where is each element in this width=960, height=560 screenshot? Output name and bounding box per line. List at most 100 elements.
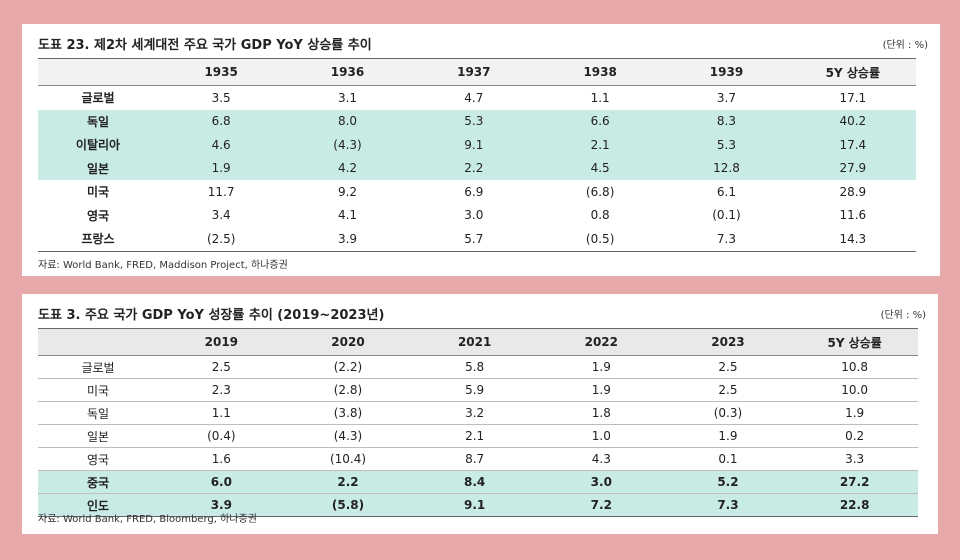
table-cell: (4.3) <box>284 424 412 448</box>
header-cell <box>38 58 158 86</box>
header-cell: 5Y 상승률 <box>791 328 918 356</box>
table-cell: 6.0 <box>158 470 285 494</box>
row-label: 미국 <box>86 185 110 200</box>
row-label: 일본 <box>38 156 158 180</box>
table-row: 인도 3.9 (5.8) 9.1 7.2 7.3 22.8 <box>38 493 918 517</box>
table-cell: 2.1 <box>536 133 664 157</box>
table-cell: (4.3) <box>284 133 411 157</box>
table-cell: 17.4 <box>789 133 916 157</box>
table-cell: 8.4 <box>411 470 538 494</box>
table2-source: 자료: World Bank, FRED, Bloomberg, 하나증권 <box>38 514 257 525</box>
table-cell: (0.1) <box>712 208 741 223</box>
table-cell: 5.2 <box>664 470 792 494</box>
gdp-recent-table: 2019 2020 2021 2022 2023 5Y 상승률 글로벌 2.5 … <box>38 328 918 517</box>
table-cell: 10.0 <box>791 378 918 402</box>
table-cell: 8.7 <box>411 447 538 471</box>
row-label: 글로벌 <box>81 91 115 106</box>
table-cell: 1.9 <box>158 156 285 180</box>
table2-unit: (단위 : %) <box>880 310 926 321</box>
table-row: 중국 6.0 2.2 8.4 3.0 5.2 27.2 <box>38 470 918 494</box>
header-cell: 1936 <box>284 58 411 86</box>
table-cell: 3.5 <box>211 90 231 105</box>
row-label: 이탈리아 <box>38 133 158 157</box>
table-row: 글로벌 2.5 (2.2) 5.8 1.9 2.5 10.8 <box>38 355 918 379</box>
table-row: 이탈리아 4.6 (4.3) 9.1 2.1 5.3 17.4 <box>38 133 916 157</box>
table-cell: (6.8) <box>585 184 615 199</box>
table1-unit: (단위 : %) <box>882 40 928 51</box>
row-label: 독일 <box>38 401 158 425</box>
row-label: 미국 <box>38 378 158 402</box>
table-cell: 2.5 <box>158 355 285 379</box>
table-cell: (0.3) <box>664 401 792 425</box>
table-cell: 1.9 <box>537 355 665 379</box>
table-cell: 5.7 <box>410 227 537 252</box>
table-cell: 2.5 <box>664 378 792 402</box>
table-cell: 3.9 <box>284 227 411 252</box>
table-cell: (3.8) <box>284 401 412 425</box>
table-cell: (2.2) <box>284 355 412 379</box>
table-cell: 3.0 <box>537 470 665 494</box>
table-cell: 4.6 <box>158 133 285 157</box>
table-cell: 17.1 <box>839 90 867 105</box>
table-cell: 3.2 <box>411 401 538 425</box>
table-cell: 14.3 <box>789 227 916 252</box>
header-cell: 1939 <box>663 58 790 86</box>
table-cell: 5.9 <box>411 378 538 402</box>
table-cell: 1.1 <box>158 401 285 425</box>
header-cell: 1937 <box>410 58 537 86</box>
row-label: 영국 <box>38 447 158 471</box>
table-row: 글로벌 3.5 3.1 4.7 1.1 3.7 17.1 <box>38 86 916 110</box>
table-cell: 7.2 <box>537 493 665 517</box>
table-cell: 7.3 <box>664 493 792 517</box>
table-cell: 4.2 <box>284 156 411 180</box>
table-cell: 2.1 <box>411 424 538 448</box>
table-cell: 8.0 <box>284 109 411 133</box>
table-cell: 5.3 <box>663 133 790 157</box>
table-cell: 7.3 <box>663 227 790 252</box>
header-cell: 2022 <box>537 328 665 356</box>
row-label: 글로벌 <box>38 355 158 379</box>
table-cell: 1.1 <box>590 90 610 105</box>
table-cell: (0.5) <box>536 227 664 252</box>
table-cell: 9.1 <box>410 133 537 157</box>
row-label: 일본 <box>38 424 158 448</box>
table-cell: 3.1 <box>337 90 358 105</box>
table-row: 일본 1.9 4.2 2.2 4.5 12.8 27.9 <box>38 156 916 180</box>
table-row: 미국 11.7 9.2 6.9 (6.8) 6.1 28.9 <box>38 180 916 204</box>
table-cell: 2.5 <box>664 355 792 379</box>
table1-title: 도표 23. 제2차 세계대전 주요 국가 GDP YoY 상승률 추이 <box>38 38 372 53</box>
table-row: 영국 3.4 4.1 3.0 0.8 (0.1) 11.6 <box>38 204 916 228</box>
row-label: 프랑스 <box>38 227 158 252</box>
table-cell: 6.6 <box>536 109 664 133</box>
header-cell: 1935 <box>158 58 285 86</box>
table2-title: 도표 3. 주요 국가 GDP YoY 성장률 추이 (2019~2023년) <box>38 308 385 323</box>
table-cell: 1.9 <box>791 401 918 425</box>
table-cell: 22.8 <box>791 493 918 517</box>
table-cell: 5.3 <box>410 109 537 133</box>
table-cell: 11.6 <box>839 208 867 223</box>
table-cell: 6.8 <box>158 109 285 133</box>
table-cell: 27.2 <box>791 470 918 494</box>
table-cell: 40.2 <box>789 109 916 133</box>
header-cell: 5Y 상승률 <box>789 58 916 86</box>
table-cell: 4.7 <box>464 90 484 105</box>
table-cell: 11.7 <box>207 184 235 199</box>
table-cell: 4.1 <box>337 208 358 223</box>
header-cell: 1938 <box>536 58 664 86</box>
table-row: 프랑스 (2.5) 3.9 5.7 (0.5) 7.3 14.3 <box>38 227 916 252</box>
table-header-row: 1935 1936 1937 1938 1939 5Y 상승률 <box>38 58 916 86</box>
table-cell: 28.9 <box>839 184 867 199</box>
table-cell: 27.9 <box>789 156 916 180</box>
table-cell: 3.9 <box>158 493 285 517</box>
header-cell: 2019 <box>158 328 285 356</box>
table-row: 영국 1.6 (10.4) 8.7 4.3 0.1 3.3 <box>38 447 918 471</box>
table-cell: (2.5) <box>158 227 285 252</box>
table-header-row: 2019 2020 2021 2022 2023 5Y 상승률 <box>38 328 918 356</box>
header-cell: 2021 <box>411 328 538 356</box>
table-cell: 1.8 <box>537 401 665 425</box>
table-cell: 1.0 <box>537 424 665 448</box>
table-cell: 4.3 <box>537 447 665 471</box>
table-cell: 12.8 <box>663 156 790 180</box>
row-label: 인도 <box>38 493 158 517</box>
table-cell: 1.9 <box>537 378 665 402</box>
